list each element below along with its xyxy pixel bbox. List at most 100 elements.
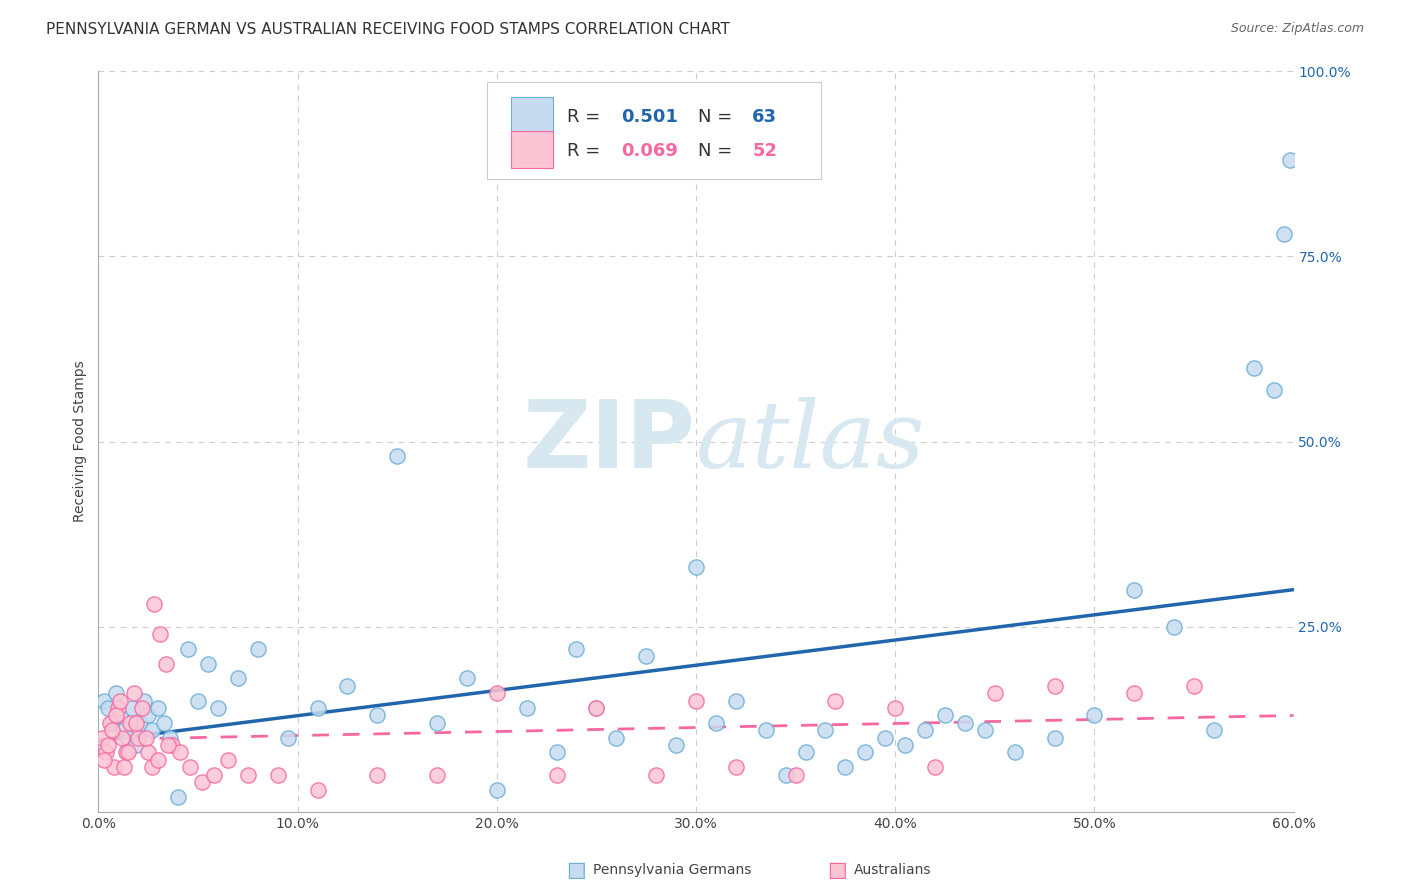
Point (565, 641, 588, 656)
Point (366, 767, 388, 781)
Text: R =: R = (567, 142, 606, 160)
Text: PENNSYLVANIA GERMAN VS AUSTRALIAN RECEIVING FOOD STAMPS CORRELATION CHART: PENNSYLVANIA GERMAN VS AUSTRALIAN RECEIV… (46, 22, 730, 37)
Point (277, 731, 299, 745)
Text: 52: 52 (752, 142, 778, 160)
Point (307, 782, 329, 797)
Point (124, 686, 146, 700)
Text: ■: ■ (567, 860, 586, 880)
Text: Source: ZipAtlas.com: Source: ZipAtlas.com (1230, 22, 1364, 36)
Point (585, 701, 607, 715)
Point (143, 598, 166, 612)
Point (1123, 582, 1146, 597)
Point (704, 715, 727, 730)
Point (97, 738, 120, 752)
Point (934, 708, 956, 723)
FancyBboxPatch shape (486, 82, 821, 178)
Point (136, 708, 159, 723)
Point (685, 560, 707, 574)
Point (1083, 708, 1105, 723)
Point (236, 767, 259, 781)
Point (110, 708, 132, 723)
Point (307, 701, 329, 715)
Point (426, 767, 449, 781)
Point (112, 760, 135, 774)
Point (485, 782, 508, 797)
Point (875, 731, 897, 745)
Point (103, 760, 125, 774)
Point (924, 760, 946, 774)
FancyBboxPatch shape (510, 130, 553, 168)
Point (93, 753, 115, 767)
Point (914, 723, 936, 738)
Point (169, 746, 191, 760)
Point (141, 760, 163, 774)
Point (135, 731, 157, 745)
Text: 0.069: 0.069 (620, 142, 678, 160)
Point (1182, 679, 1205, 693)
Point (814, 723, 837, 738)
Point (121, 701, 143, 715)
Point (853, 746, 876, 760)
Point (141, 723, 163, 738)
Point (134, 694, 156, 708)
Point (120, 715, 142, 730)
Point (516, 701, 538, 715)
Text: Pennsylvania Germans: Pennsylvania Germans (593, 863, 752, 877)
Point (207, 701, 229, 715)
Text: N =: N = (699, 108, 738, 126)
Point (1163, 619, 1185, 633)
Point (645, 767, 668, 781)
Text: ■: ■ (827, 860, 846, 880)
Point (157, 738, 180, 752)
Text: N =: N = (699, 142, 738, 160)
Point (1272, 227, 1295, 242)
Text: 0.501: 0.501 (620, 108, 678, 126)
Point (96, 746, 118, 760)
Point (1202, 723, 1225, 738)
Text: R =: R = (567, 108, 606, 126)
Point (984, 686, 1007, 700)
Point (112, 723, 135, 738)
Point (1123, 686, 1146, 700)
Point (160, 738, 183, 752)
Text: Australians: Australians (853, 863, 931, 877)
Point (202, 767, 225, 781)
Point (665, 738, 688, 752)
Point (794, 746, 817, 760)
Point (111, 731, 134, 745)
Point (1243, 360, 1265, 375)
Text: atlas: atlas (696, 397, 925, 486)
Point (155, 657, 177, 671)
Point (456, 672, 478, 686)
Point (105, 708, 128, 723)
Point (246, 641, 269, 656)
Point (546, 746, 568, 760)
Point (724, 694, 747, 708)
Point (973, 723, 995, 738)
Point (197, 657, 219, 671)
Point (117, 731, 139, 745)
Point (136, 746, 159, 760)
Point (385, 450, 409, 464)
Point (117, 746, 139, 760)
Point (107, 701, 129, 715)
Point (91, 731, 114, 745)
Point (125, 715, 148, 730)
Point (129, 715, 152, 730)
Point (153, 715, 176, 730)
Point (148, 701, 170, 715)
Point (98, 715, 122, 730)
Point (191, 775, 214, 789)
Point (953, 715, 976, 730)
Text: 63: 63 (752, 108, 778, 126)
Point (101, 715, 124, 730)
Point (1004, 746, 1026, 760)
Point (217, 753, 239, 767)
Point (177, 641, 200, 656)
Point (159, 731, 181, 745)
Point (115, 746, 138, 760)
Point (1278, 153, 1301, 168)
Point (775, 767, 797, 781)
Point (149, 627, 172, 641)
Point (426, 715, 449, 730)
